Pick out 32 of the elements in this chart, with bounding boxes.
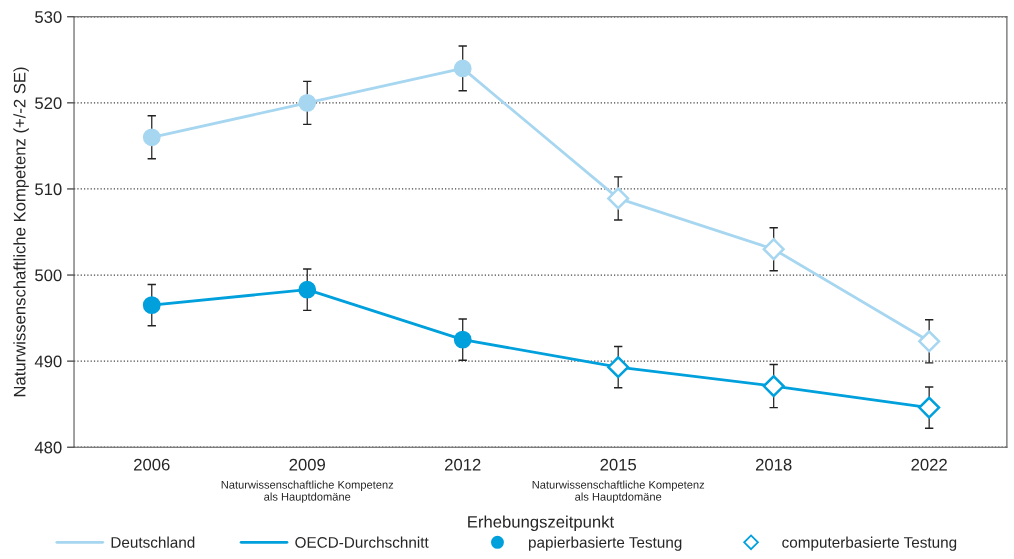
x-tick-label: 2012: [445, 458, 481, 471]
x-tick-label: 2006: [134, 458, 170, 471]
x-tick-label: 2018: [755, 458, 792, 471]
legend-label: computerbasierte Testung: [782, 536, 957, 551]
x-tick-label: 2009: [289, 458, 325, 471]
point: [453, 59, 472, 78]
x-tick-label: 2022: [911, 458, 947, 471]
legend-label: Deutschland: [111, 536, 195, 548]
point: [918, 396, 941, 419]
x-tick-label: 2015: [600, 458, 637, 471]
y-tick-label: 510: [35, 183, 62, 196]
y-tick-label: 490: [34, 355, 62, 368]
point: [762, 238, 785, 261]
y-tick-label: 500: [35, 269, 62, 282]
y-axis-title: Naturwissenschaftliche Kompetenz (+/-2 SE): [13, 67, 29, 397]
point: [142, 296, 161, 315]
x-axis-title: Erhebungszeitpunkt: [468, 515, 615, 532]
point: [607, 187, 630, 210]
text: Naturwissenschaftliche Kompetenz als Hauptdomäne: [221, 480, 394, 503]
text: Naturwissenschaftliche Kompetenz als Hauptdomäne: [532, 480, 705, 503]
y-tick-label: 520: [35, 97, 62, 110]
y-tick-label: 530: [35, 11, 62, 23]
legend-label: papierbasierte Testung: [529, 536, 682, 551]
point: [762, 375, 785, 398]
point: [298, 280, 317, 299]
point: [142, 128, 161, 147]
point: [918, 330, 941, 353]
point: [607, 356, 630, 379]
point: [453, 330, 472, 349]
y-tick-label: 480: [34, 441, 62, 454]
legend-label: OECD-Durchschnitt: [295, 536, 429, 548]
point: [298, 93, 317, 112]
